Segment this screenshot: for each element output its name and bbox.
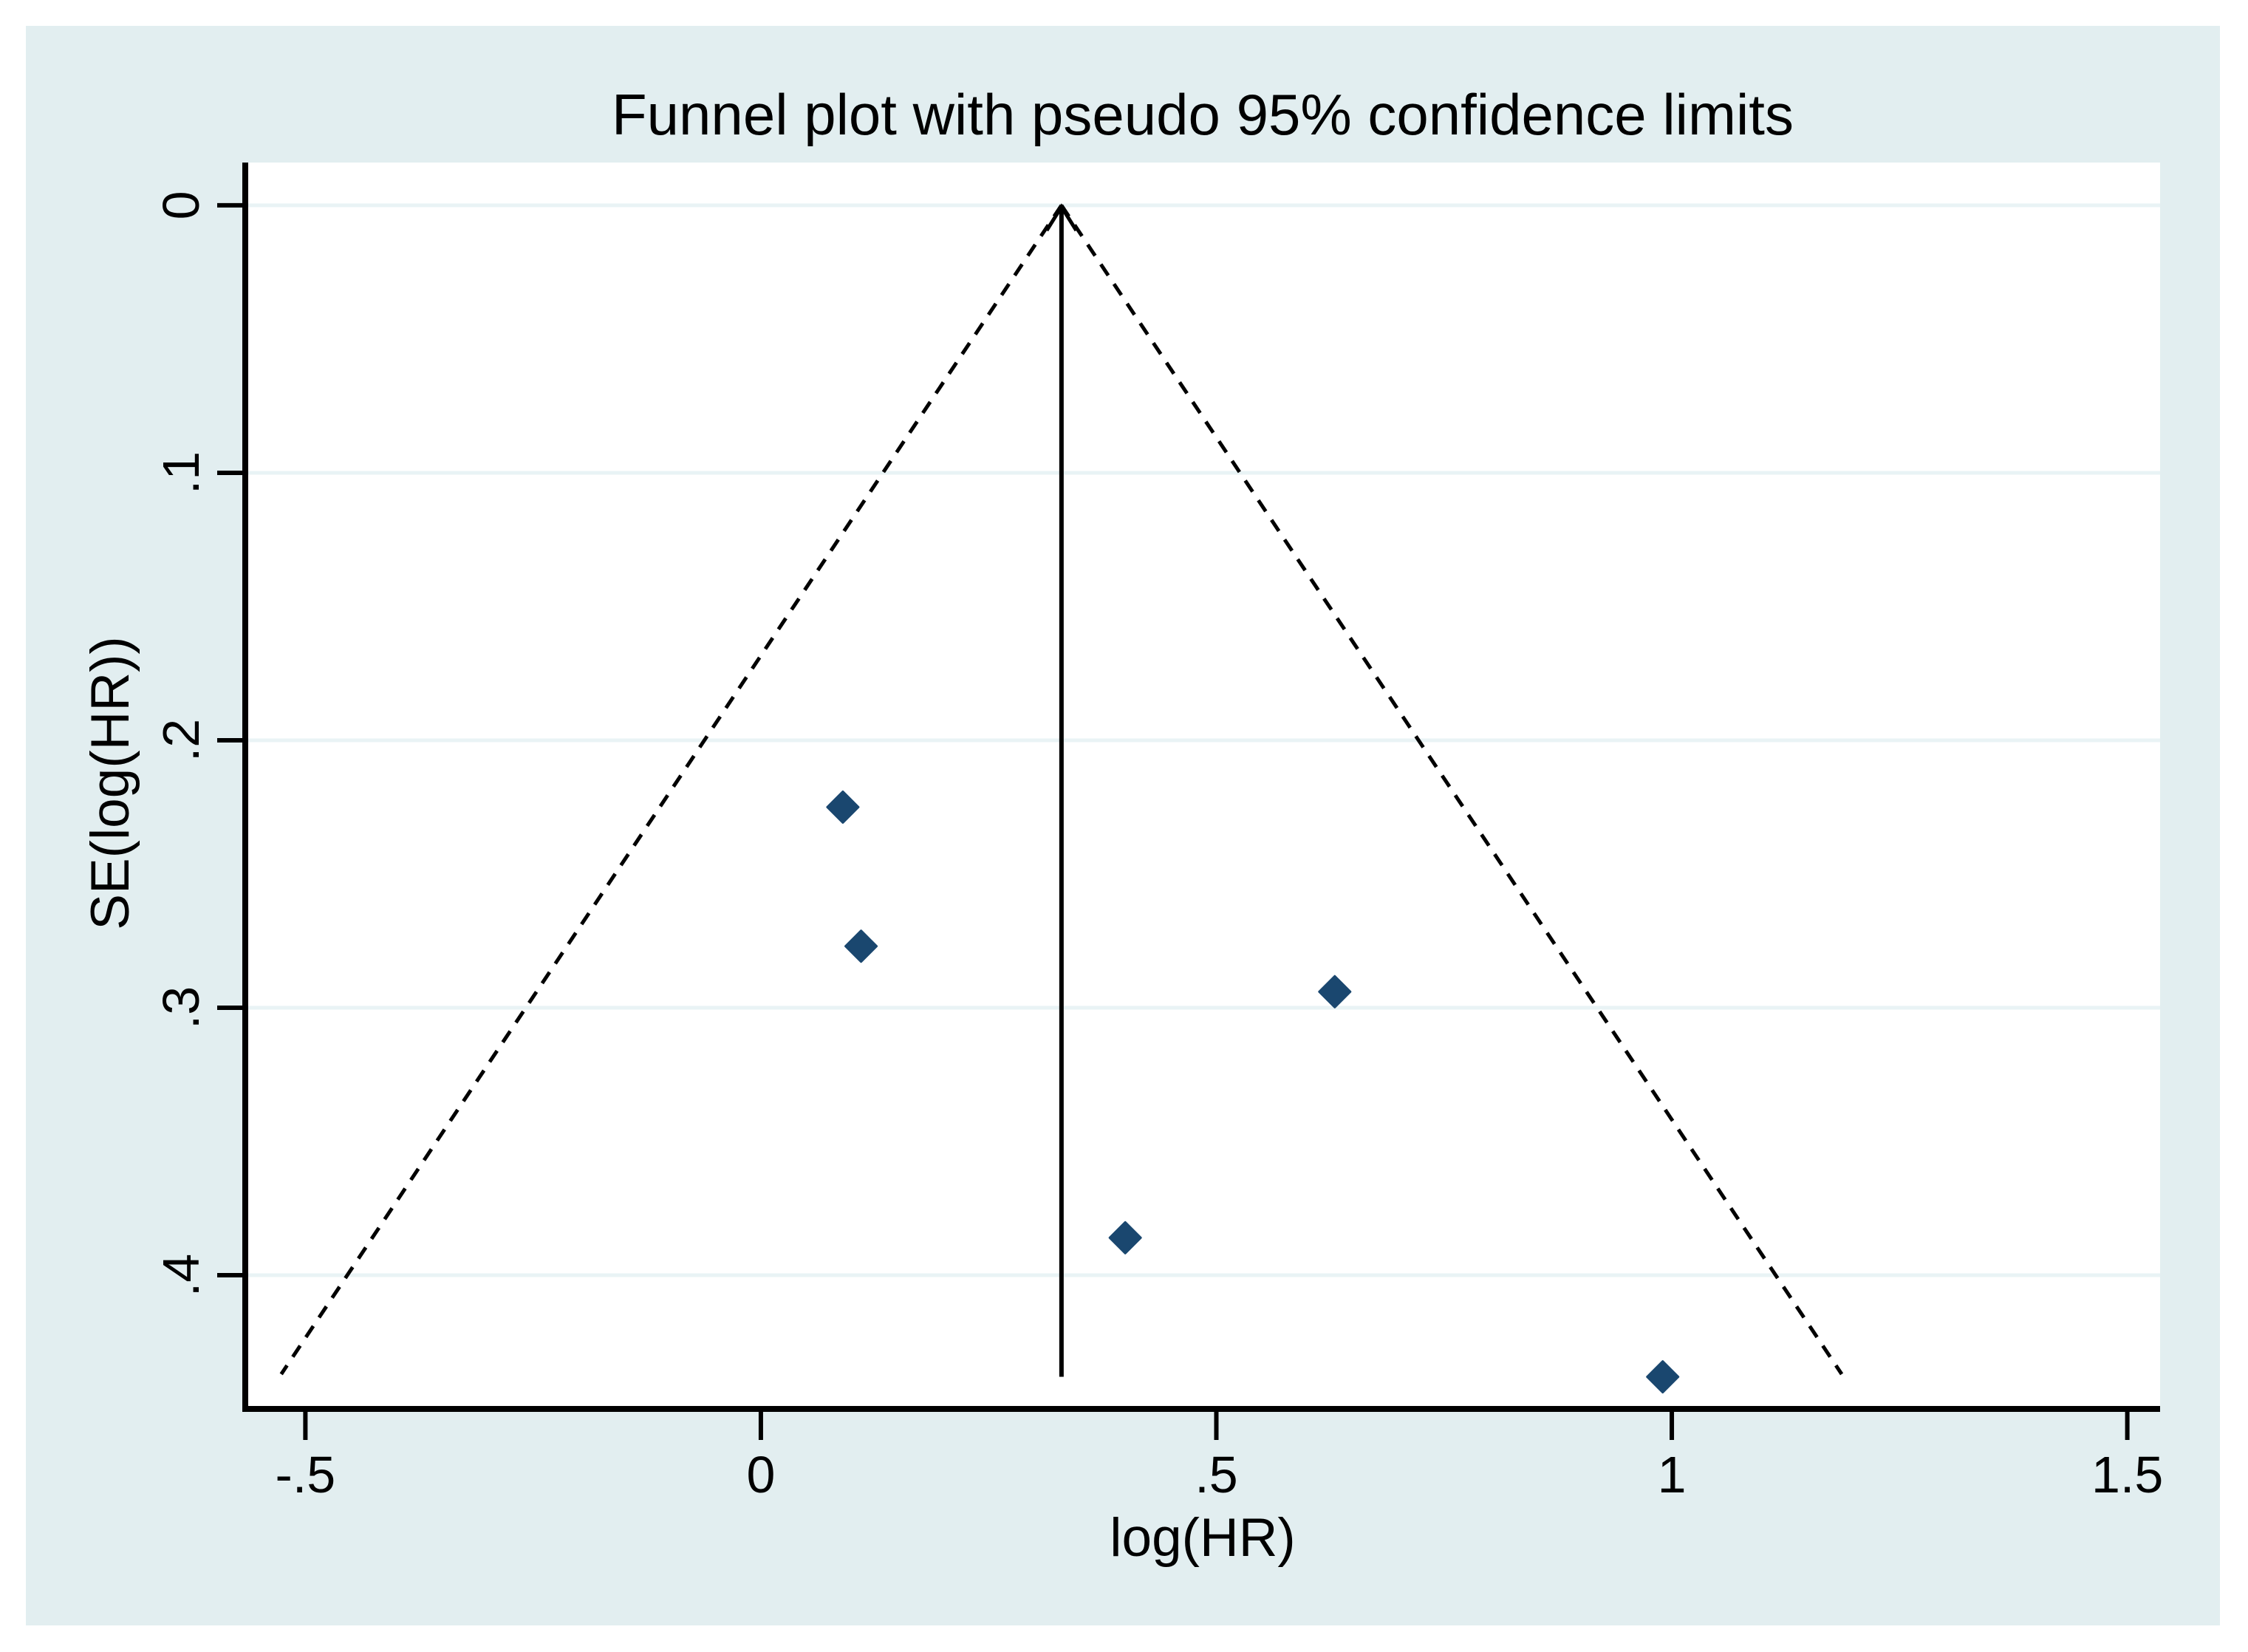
x-tick-label-0: 0 [746, 1446, 775, 1503]
funnel-left-ci-line [279, 204, 1063, 1376]
x-tick-label-1.5: 1.5 [2091, 1446, 2163, 1503]
y-tick-label-.2: .2 [152, 719, 210, 762]
y-tick-label-.4: .4 [152, 1254, 210, 1297]
x-tick-label--.5: -.5 [276, 1446, 336, 1503]
y-tick-label-.1: .1 [152, 451, 210, 494]
y-tick-label-0: 0 [152, 191, 210, 219]
x-axis-title: log(HR) [1110, 1508, 1296, 1568]
data-points-layer [826, 790, 1680, 1394]
data-point-diamond-5 [1646, 1360, 1680, 1394]
data-point-diamond-3 [1318, 975, 1352, 1008]
ticks-layer [217, 202, 2130, 1440]
plot-area-layer [245, 163, 2160, 1409]
funnel-right-ci-line [1059, 204, 1844, 1376]
axes-layer [242, 163, 2160, 1412]
y-tick-label-.3: .3 [152, 986, 210, 1029]
funnel-layer [279, 203, 1844, 1377]
tick-labels-layer: 0 .1 .2 .3 .4 -.5 0 .5 1 1.5 [152, 191, 2163, 1503]
plot-area [245, 163, 2160, 1409]
y-axis-title: SE(log(HR)) [81, 636, 140, 930]
chart-title: Funnel plot with pseudo 95% confidence l… [612, 82, 1794, 147]
gridlines-layer [245, 203, 2160, 1277]
data-point-diamond-2 [844, 929, 878, 963]
x-tick-label-.5: .5 [1195, 1446, 1237, 1503]
pooled-estimate-arrowhead [1045, 203, 1078, 232]
data-point-diamond-4 [1108, 1221, 1142, 1255]
data-point-diamond-1 [826, 790, 860, 824]
x-tick-label-1: 1 [1658, 1446, 1687, 1503]
